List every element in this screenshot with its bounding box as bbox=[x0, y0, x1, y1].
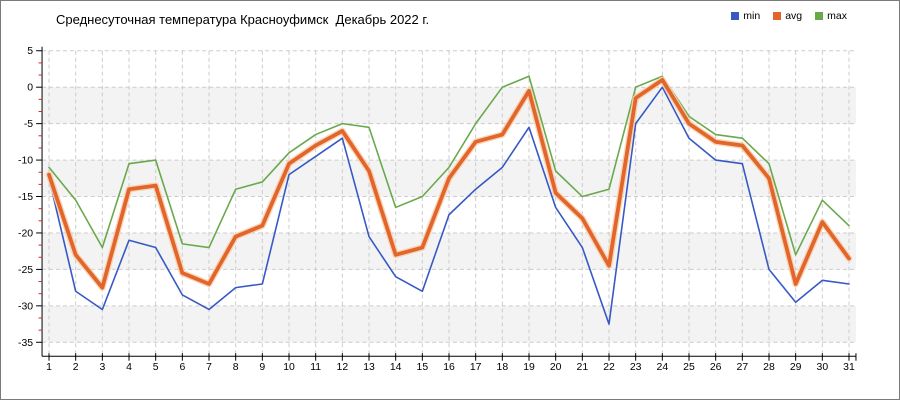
x-tick-label: 29 bbox=[790, 362, 802, 373]
x-tick-label: 31 bbox=[843, 362, 855, 373]
vertical-gridlines bbox=[48, 50, 850, 357]
x-tick-label: 4 bbox=[126, 362, 132, 373]
x-tick-label: 8 bbox=[233, 362, 239, 373]
x-tick-label: 7 bbox=[206, 362, 212, 373]
x-tick-label: 15 bbox=[417, 362, 429, 373]
x-tick-label: 2 bbox=[73, 362, 79, 373]
x-tick-label: 20 bbox=[550, 362, 562, 373]
y-tick-label: -20 bbox=[18, 228, 33, 239]
y-tick-label: 0 bbox=[27, 83, 33, 94]
y-tick-label: -5 bbox=[24, 119, 33, 130]
legend-label-avg: avg bbox=[785, 10, 803, 22]
x-tick-label: 9 bbox=[259, 362, 265, 373]
legend-item-min: min bbox=[731, 10, 760, 22]
legend-item-avg: avg bbox=[773, 10, 802, 22]
avg-series-swatch bbox=[773, 12, 782, 20]
max-series-line bbox=[48, 75, 850, 256]
legend-label-max: max bbox=[827, 10, 847, 22]
legend-label-min: min bbox=[743, 10, 761, 22]
x-tick-label: 1 bbox=[46, 362, 52, 373]
y-axis-ticks: 5 0 -5 -10 -15 -20 -25 -30 -35 bbox=[18, 46, 43, 349]
x-tick-label: 3 bbox=[99, 362, 105, 373]
x-axis-ticks: 1 2 3 4 5 6 7 8 9 10 11 12 13 14 15 16 17 18 19 20 21 22 23 24 2… bbox=[46, 353, 857, 373]
y-tick-label: 5 bbox=[27, 46, 33, 57]
x-tick-label: 14 bbox=[390, 362, 402, 373]
series-lines bbox=[45, 75, 853, 325]
x-tick-label: 25 bbox=[683, 362, 695, 373]
y-tick-label: -30 bbox=[18, 301, 33, 312]
x-tick-label: 28 bbox=[763, 362, 775, 373]
x-tick-label: 17 bbox=[470, 362, 482, 373]
x-tick-label: 12 bbox=[337, 362, 349, 373]
avg-series-line bbox=[47, 78, 851, 290]
y-tick-label: -25 bbox=[18, 265, 33, 276]
x-tick-label: 21 bbox=[577, 362, 589, 373]
max-series-swatch bbox=[815, 12, 824, 20]
x-tick-label: 24 bbox=[657, 362, 669, 373]
x-tick-label: 6 bbox=[179, 362, 185, 373]
legend: min avg max bbox=[731, 10, 847, 22]
x-tick-label: 10 bbox=[283, 362, 295, 373]
x-tick-label: 30 bbox=[817, 362, 829, 373]
x-tick-label: 18 bbox=[497, 362, 509, 373]
legend-item-max: max bbox=[815, 10, 847, 22]
x-tick-label: 16 bbox=[443, 362, 455, 373]
min-series-line bbox=[48, 86, 850, 325]
x-tick-label: 23 bbox=[630, 362, 642, 373]
y-axis-minor-ticks bbox=[38, 62, 43, 331]
x-tick-label: 11 bbox=[310, 362, 321, 373]
x-tick-label: 13 bbox=[363, 362, 375, 373]
min-series-swatch bbox=[731, 12, 740, 20]
y-tick-label: -10 bbox=[18, 156, 33, 167]
x-tick-label: 5 bbox=[153, 362, 159, 373]
x-tick-label: 19 bbox=[523, 362, 535, 373]
x-tick-label: 26 bbox=[710, 362, 722, 373]
y-tick-label: -15 bbox=[18, 192, 33, 203]
x-tick-label: 27 bbox=[737, 362, 749, 373]
chart-title: Среднесуточная температура Красноуфимск … bbox=[56, 12, 430, 27]
x-tick-label: 22 bbox=[603, 362, 615, 373]
y-tick-label: -35 bbox=[18, 338, 33, 349]
